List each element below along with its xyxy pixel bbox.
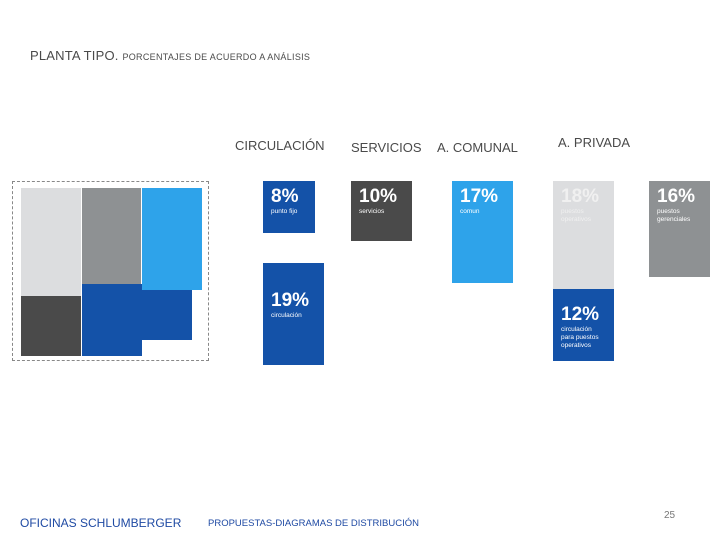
floor-plan-diagram: [12, 181, 209, 361]
category-label-privada: A. PRIVADA: [558, 135, 631, 150]
block-label: circulación para puestos operativos: [561, 326, 599, 349]
block-label: punto fijo: [271, 208, 298, 215]
block-puestos-operativos: 18% puestos operativos: [553, 181, 614, 289]
block-value: 16%: [657, 186, 696, 207]
block-value: 10%: [359, 186, 398, 207]
block-punto-fijo: 8% punto fijo: [263, 181, 315, 233]
category-label-comunal: A. COMUNAL: [437, 140, 518, 155]
block-circulacion: 19% circulación: [263, 263, 324, 365]
plan-area-dark-blue-2: [142, 290, 192, 340]
block-puestos-gerenciales: 16% puestos gerenciales: [649, 181, 710, 277]
block-value: 8%: [271, 186, 299, 207]
block-value: 12%: [561, 304, 600, 325]
title-main: PLANTA TIPO.: [30, 48, 119, 63]
footer-company: OFICINAS SCHLUMBERGER: [20, 516, 182, 530]
plan-area-light-blue: [142, 188, 202, 290]
block-value: 19%: [271, 290, 310, 311]
plan-area-dark-blue: [82, 284, 142, 356]
block-value: 17%: [460, 186, 499, 207]
title-sub: PORCENTAJES DE ACUERDO A ANÁLISIS: [122, 52, 311, 62]
block-label: circulación: [271, 312, 302, 319]
category-label-servicios: SERVICIOS: [351, 140, 422, 155]
plan-area-dark-gray: [21, 296, 81, 356]
block-label: comun: [460, 208, 480, 215]
plan-area-mid-gray: [82, 188, 141, 284]
block-servicios: 10% servicios: [351, 181, 412, 241]
block-label: puestos operativos: [561, 208, 591, 223]
plan-area-light-gray: [21, 188, 81, 296]
block-comun: 17% comun: [452, 181, 513, 283]
block-value: 18%: [561, 186, 600, 207]
block-circulacion-operativos: 12% circulación para puestos operativos: [553, 289, 614, 361]
block-label: puestos gerenciales: [657, 208, 691, 223]
page-title: PLANTA TIPO. PORCENTAJES DE ACUERDO A AN…: [30, 48, 310, 63]
category-label-circulacion: CIRCULACIÓN: [235, 138, 325, 153]
page-number: 25: [664, 510, 676, 521]
footer-subtitle: PROPUESTAS-DIAGRAMAS DE DISTRIBUCIÓN: [208, 518, 419, 529]
block-label: servicios: [359, 208, 385, 215]
